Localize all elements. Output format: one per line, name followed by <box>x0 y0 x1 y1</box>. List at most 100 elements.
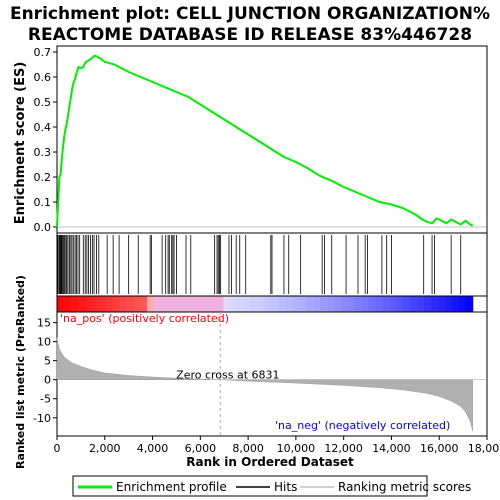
heat-bar-segment <box>77 296 86 312</box>
x-tick-label: 10,000 <box>277 442 316 455</box>
heat-bar-segment <box>209 296 217 312</box>
legend-hits-label: Hits <box>274 480 297 494</box>
hit-markers <box>57 235 462 294</box>
es-y-tick-label: 0.4 <box>34 121 52 134</box>
heat-bar-segment <box>299 296 307 312</box>
heat-bar-segment <box>126 296 134 312</box>
ranking-metric-area <box>56 337 487 432</box>
heat-bar-segment <box>98 296 107 312</box>
es-y-tick-label: 0.1 <box>34 196 52 209</box>
ranking-metric-fill <box>56 337 473 432</box>
heat-bar-segment <box>133 296 141 312</box>
heat-bar-segment <box>292 296 301 312</box>
heat-bar-segment <box>382 296 391 312</box>
heat-bar-segment <box>264 296 273 312</box>
x-tick-label: 18,000 <box>468 442 500 455</box>
zero-cross-label: Zero cross at 6831 <box>176 369 279 382</box>
heat-bar-segment <box>306 296 314 312</box>
heat-bar-segment <box>70 296 79 312</box>
heat-bar-segment <box>153 296 162 312</box>
heat-bar-segment <box>84 296 93 312</box>
heat-bar-segment <box>438 296 446 312</box>
heat-bar-segment <box>91 296 100 312</box>
x-tick-label: 16,000 <box>420 442 459 455</box>
heat-bar-segment <box>451 296 460 312</box>
heat-bar-segment <box>410 296 418 312</box>
heat-bar-segment <box>202 296 211 312</box>
heat-bar-segment <box>375 296 384 312</box>
heat-bar-segment <box>424 296 432 312</box>
es-plot-frame <box>56 45 488 234</box>
heat-bar-segment <box>278 296 287 312</box>
x-tick-label: 2,000 <box>89 442 121 455</box>
heat-bar-segment <box>140 296 148 312</box>
metric-y-ticks: 15 10 5 0 -5 -10 <box>33 317 57 425</box>
heat-bar-segment <box>347 296 356 312</box>
heat-bar-segment <box>147 296 155 312</box>
es-y-tick-label: 0.0 <box>34 221 52 234</box>
heat-bar-segment <box>271 296 280 312</box>
heat-bar-segment <box>181 296 190 312</box>
heat-bar-segment <box>188 296 197 312</box>
heat-bar-segment <box>361 296 370 312</box>
heat-bar-segment <box>327 296 335 312</box>
legend-box <box>72 475 428 497</box>
x-tick-label: 0 <box>54 442 61 455</box>
heat-bar-segment <box>230 296 238 312</box>
heat-bar-segment <box>119 296 127 312</box>
heat-bar-segment <box>285 296 294 312</box>
heat-bar-segment <box>341 296 349 312</box>
es-y-tick-label: 0.7 <box>34 46 52 59</box>
x-tick-label: 12,000 <box>324 442 363 455</box>
heat-bar-segment <box>160 296 169 312</box>
heat-bar-segment <box>250 296 259 312</box>
legend-metric-label: Ranking metric scores <box>338 480 471 494</box>
heat-bar-segment <box>417 296 425 312</box>
heat-bar-segment <box>167 296 176 312</box>
heat-bar-segment <box>257 296 266 312</box>
heat-bar-segment <box>63 296 72 312</box>
x-tick-label: 8,000 <box>232 442 264 455</box>
x-tick-label: 4,000 <box>137 442 169 455</box>
heat-bar-segment <box>444 296 453 312</box>
metric-y-tick-label: -10 <box>33 412 51 425</box>
ranking-heat-bar <box>57 296 474 312</box>
heat-bar-segment <box>244 296 252 312</box>
enrichment-profile-line <box>56 54 474 228</box>
heat-bar-segment <box>320 296 328 312</box>
metric-y-axis-label: Ranked list metric (PreRanked) <box>14 275 27 469</box>
es-y-tick-label: 0.5 <box>34 96 52 109</box>
rank-x-ticks: 0 2,000 4,000 6,000 8,000 10,000 12,000 14,000 1… <box>54 436 500 455</box>
es-y-ticks: 0.0 0.1 0.2 0.3 0.4 0.5 0.6 0.7 <box>34 46 57 234</box>
es-y-tick-label: 0.6 <box>34 71 52 84</box>
heat-bar-segment <box>465 296 474 312</box>
heat-bar-segment <box>403 296 411 312</box>
chart-title-line2: REACTOME DATABASE ID RELEASE 83%446728 <box>28 25 472 45</box>
legend-enrichment-label: Enrichment profile <box>116 480 227 494</box>
metric-y-tick-label: -5 <box>40 393 51 406</box>
heat-bar-segment <box>105 296 114 312</box>
heat-bar-segment <box>396 296 404 312</box>
x-tick-label: 14,000 <box>372 442 411 455</box>
heat-bar-segment <box>458 296 467 312</box>
heat-bar-segment <box>216 296 224 312</box>
heat-bar-segment <box>174 296 183 312</box>
metric-y-tick-label: 0 <box>44 374 51 387</box>
es-y-tick-label: 0.3 <box>34 146 52 159</box>
heat-bar-segment <box>195 296 204 312</box>
heat-bar-segment <box>57 296 65 312</box>
x-axis-label: Rank in Ordered Dataset <box>186 455 354 469</box>
chart-title-line1: Enrichment plot: CELL JUNCTION ORGANIZAT… <box>10 4 490 24</box>
heat-bar-segment <box>389 296 398 312</box>
es-y-axis-label: Enrichment score (ES) <box>13 62 28 225</box>
heat-bar-segment <box>354 296 363 312</box>
heat-bar-segment <box>313 296 321 312</box>
heat-bar-segment <box>223 296 231 312</box>
metric-y-tick-label: 15 <box>37 317 51 330</box>
x-tick-label: 6,000 <box>185 442 217 455</box>
positive-correlation-label: 'na_pos' (positively correlated) <box>60 312 229 325</box>
heat-bar-segment <box>431 296 439 312</box>
heat-bar-segment <box>237 296 245 312</box>
heat-bar-segment <box>334 296 342 312</box>
metric-y-tick-label: 10 <box>37 336 51 349</box>
